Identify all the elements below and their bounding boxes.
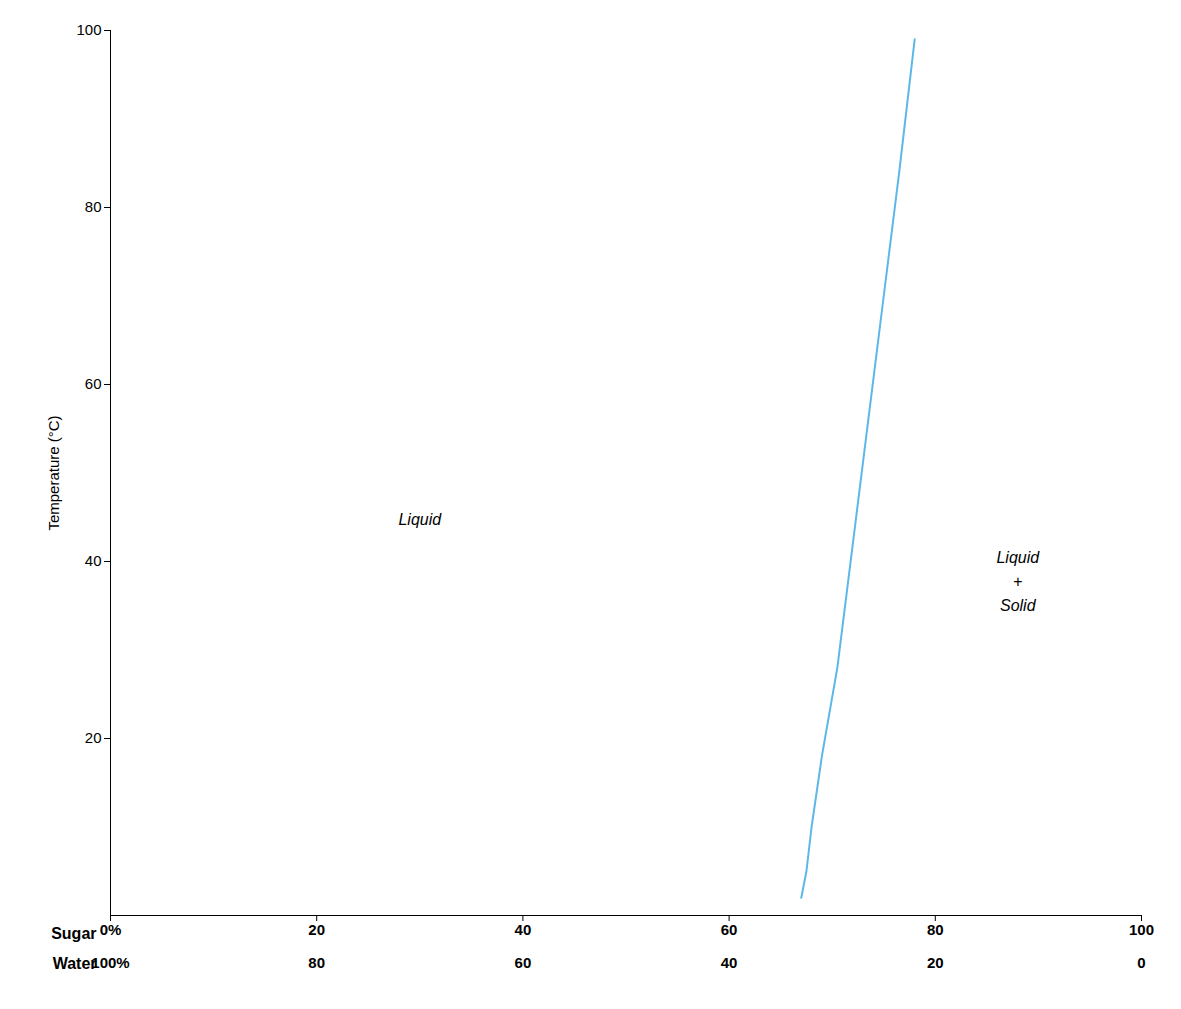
svg-text:60: 60 [721, 921, 738, 938]
svg-text:60: 60 [515, 954, 532, 971]
svg-text:80: 80 [308, 954, 325, 971]
svg-text:80: 80 [927, 921, 944, 938]
svg-text:Liquid+Solid: Liquid+Solid [996, 549, 1040, 614]
svg-text:100: 100 [1129, 921, 1154, 938]
svg-text:0%: 0% [100, 921, 122, 938]
svg-text:Liquid: Liquid [398, 511, 442, 528]
svg-text:100: 100 [76, 21, 101, 38]
svg-text:0: 0 [1137, 954, 1145, 971]
svg-text:40: 40 [85, 552, 102, 569]
svg-text:Water: Water [53, 955, 97, 972]
svg-text:Temperature (°C): Temperature (°C) [45, 415, 62, 530]
svg-text:Sugar: Sugar [51, 925, 96, 942]
svg-text:60: 60 [85, 375, 102, 392]
svg-text:40: 40 [721, 954, 738, 971]
svg-text:20: 20 [85, 729, 102, 746]
svg-text:40: 40 [515, 921, 532, 938]
svg-text:20: 20 [308, 921, 325, 938]
svg-text:20: 20 [927, 954, 944, 971]
svg-text:80: 80 [85, 198, 102, 215]
svg-text:100%: 100% [91, 954, 129, 971]
